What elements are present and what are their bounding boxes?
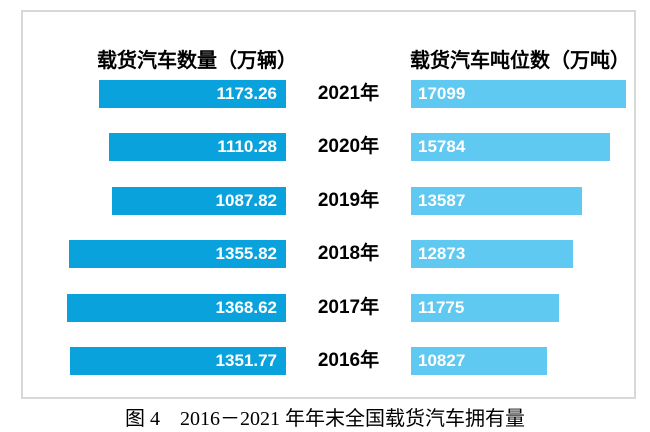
right-bar-2019年: 13587 [411, 187, 582, 215]
year-label-2018年: 2018年 [317, 243, 380, 264]
right-bar-2020年: 15784 [411, 133, 610, 161]
right-axis-title: 载货汽车吨位数（万吨） [410, 50, 630, 72]
right-bar-2018年: 12873 [411, 240, 573, 268]
year-label-2017年: 2017年 [317, 297, 380, 318]
left-bar-2016年: 1351.77 [70, 347, 286, 375]
chart-frame: 载货汽车数量（万辆） 载货汽车吨位数（万吨） 1173.26 2021年 17099… [21, 10, 636, 399]
right-bar-2021年: 17099 [411, 80, 626, 108]
year-label-2019年: 2019年 [317, 190, 380, 211]
year-label-2021年: 2021年 [317, 83, 380, 104]
left-bar-2018年: 1355.82 [69, 240, 286, 268]
year-label-2016年: 2016年 [317, 350, 380, 371]
left-bar-2020年: 1110.28 [109, 133, 286, 161]
right-bar-2017年: 11775 [411, 294, 559, 322]
left-bar-2021年: 1173.26 [99, 80, 286, 108]
right-bar-2016年: 10827 [411, 347, 547, 375]
left-bar-2019年: 1087.82 [112, 187, 286, 215]
left-bar-2017年: 1368.62 [67, 294, 286, 322]
year-label-2020年: 2020年 [317, 136, 380, 157]
figure-caption: 图 4 2016－2021 年年末全国载货汽车拥有量 [125, 408, 525, 430]
left-axis-title: 载货汽车数量（万辆） [97, 50, 297, 72]
